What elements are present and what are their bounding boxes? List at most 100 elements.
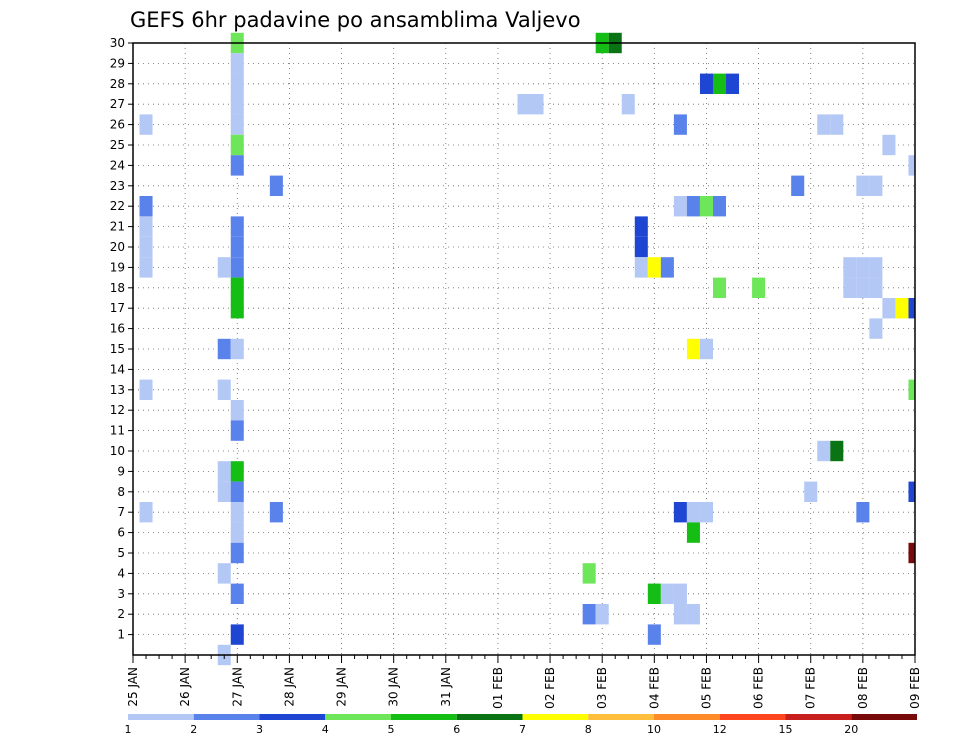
colorbar-label: 7: [519, 723, 526, 736]
precip-cell: [139, 114, 153, 135]
colorbar-segment: [325, 714, 391, 720]
precip-cell: [230, 216, 244, 237]
colorbar-label: 6: [453, 723, 460, 736]
colorbar-label: 20: [844, 723, 858, 736]
colorbar-label: 4: [322, 723, 329, 736]
y-tick-label: 21: [110, 220, 125, 234]
precip-cell: [830, 114, 844, 135]
precip-cell: [621, 94, 635, 115]
precip-cell: [686, 338, 700, 360]
precip-cell: [230, 400, 244, 421]
plot-frame: [132, 42, 916, 656]
y-tick-label: 27: [110, 97, 125, 111]
y-tick-label: 6: [117, 526, 125, 540]
colorbar-segment: [456, 714, 523, 720]
precip-cell: [869, 257, 883, 278]
colorbar-segment: [193, 714, 260, 720]
x-tick-label: 04 FEB: [647, 667, 661, 709]
precip-cell: [869, 277, 883, 298]
precip-cell: [217, 481, 231, 502]
y-tick-label: 23: [110, 179, 125, 193]
colorbar-segment: [654, 714, 720, 720]
precip-cell: [908, 542, 915, 564]
precip-cell: [517, 94, 531, 115]
precip-cell: [139, 236, 153, 258]
precip-cell: [634, 216, 648, 237]
precip-cell: [882, 298, 896, 319]
x-tick-label: 08 FEB: [856, 667, 870, 709]
y-tick-label: 19: [110, 260, 125, 274]
y-tick-label: 12: [110, 403, 125, 417]
x-tick-label: 02 FEB: [543, 667, 557, 709]
precip-cell: [660, 257, 674, 278]
y-tick-label: 30: [110, 36, 125, 50]
x-tick-label: 29 JAN: [335, 667, 349, 707]
precip-cell: [869, 175, 883, 196]
colorbar-label: 8: [585, 723, 592, 736]
colorbar-label: 2: [190, 723, 197, 736]
precip-cell: [686, 502, 700, 523]
precip-cell: [230, 134, 244, 156]
colorbar-segment: [391, 714, 457, 720]
precip-cell: [856, 257, 870, 278]
grid-lines: [133, 42, 915, 655]
precip-cell: [726, 73, 740, 94]
x-tick-label: 03 FEB: [595, 667, 609, 709]
y-tick-label: 24: [110, 158, 125, 172]
precip-cell: [530, 94, 544, 115]
precip-cell: [230, 114, 244, 135]
y-tick-label: 9: [117, 464, 125, 478]
precip-cell: [647, 624, 661, 645]
y-tick-label: 25: [110, 138, 125, 152]
precip-cell: [217, 338, 231, 360]
y-tick-label: 4: [117, 566, 125, 580]
colorbar-segment: [588, 714, 654, 720]
precip-cell: [699, 73, 713, 94]
precip-cell: [856, 277, 870, 298]
precip-cell: [230, 461, 244, 482]
colorbar-label: 1: [125, 723, 132, 736]
axis-ticks: [128, 42, 916, 663]
precip-cell: [830, 440, 844, 462]
x-tick-label: 06 FEB: [752, 667, 766, 709]
precip-cell: [582, 563, 596, 584]
precip-cell: [217, 379, 231, 400]
y-tick-label: 5: [117, 546, 125, 560]
precip-cell: [712, 277, 727, 298]
precip-cell: [856, 502, 870, 523]
precip-cell: [908, 481, 915, 502]
precip-cell: [752, 277, 766, 298]
precip-cell: [230, 502, 244, 523]
precip-cell: [843, 277, 857, 298]
y-tick-label: 29: [110, 56, 125, 70]
precip-cell: [804, 481, 818, 502]
precip-cell: [895, 298, 909, 319]
precip-cell: [217, 563, 231, 584]
x-tick-label: 01 FEB: [491, 667, 505, 709]
y-tick-label: 15: [110, 342, 125, 356]
x-tick-label: 26 JAN: [178, 667, 192, 707]
precip-cell: [699, 338, 713, 360]
y-tick-label: 22: [110, 199, 125, 213]
precip-cell: [230, 236, 244, 258]
precip-cell: [230, 583, 244, 604]
x-tick-label: 27 JAN: [230, 667, 244, 707]
colorbar-label: 3: [256, 723, 263, 736]
y-tick-label: 2: [117, 607, 125, 621]
precip-cell: [699, 502, 713, 523]
precip-cell: [269, 175, 283, 196]
colorbar-legend: 1 2 3 4 5 6 7 8 10 12 15 20: [125, 714, 917, 736]
precip-cell: [230, 257, 244, 278]
y-tick-label: 7: [117, 505, 125, 519]
precip-cell: [686, 604, 700, 625]
precip-cell: [686, 196, 700, 217]
chart-title: GEFS 6hr padavine po ansamblima Valjevo: [130, 8, 581, 32]
y-tick-label: 11: [110, 424, 125, 438]
y-tick-label: 13: [110, 383, 125, 397]
precip-cell: [908, 155, 915, 176]
x-tick-label: 25 JAN: [126, 667, 140, 707]
precip-cell: [856, 175, 870, 196]
x-tick-label: 30 JAN: [387, 667, 401, 707]
precip-cell: [139, 216, 153, 237]
